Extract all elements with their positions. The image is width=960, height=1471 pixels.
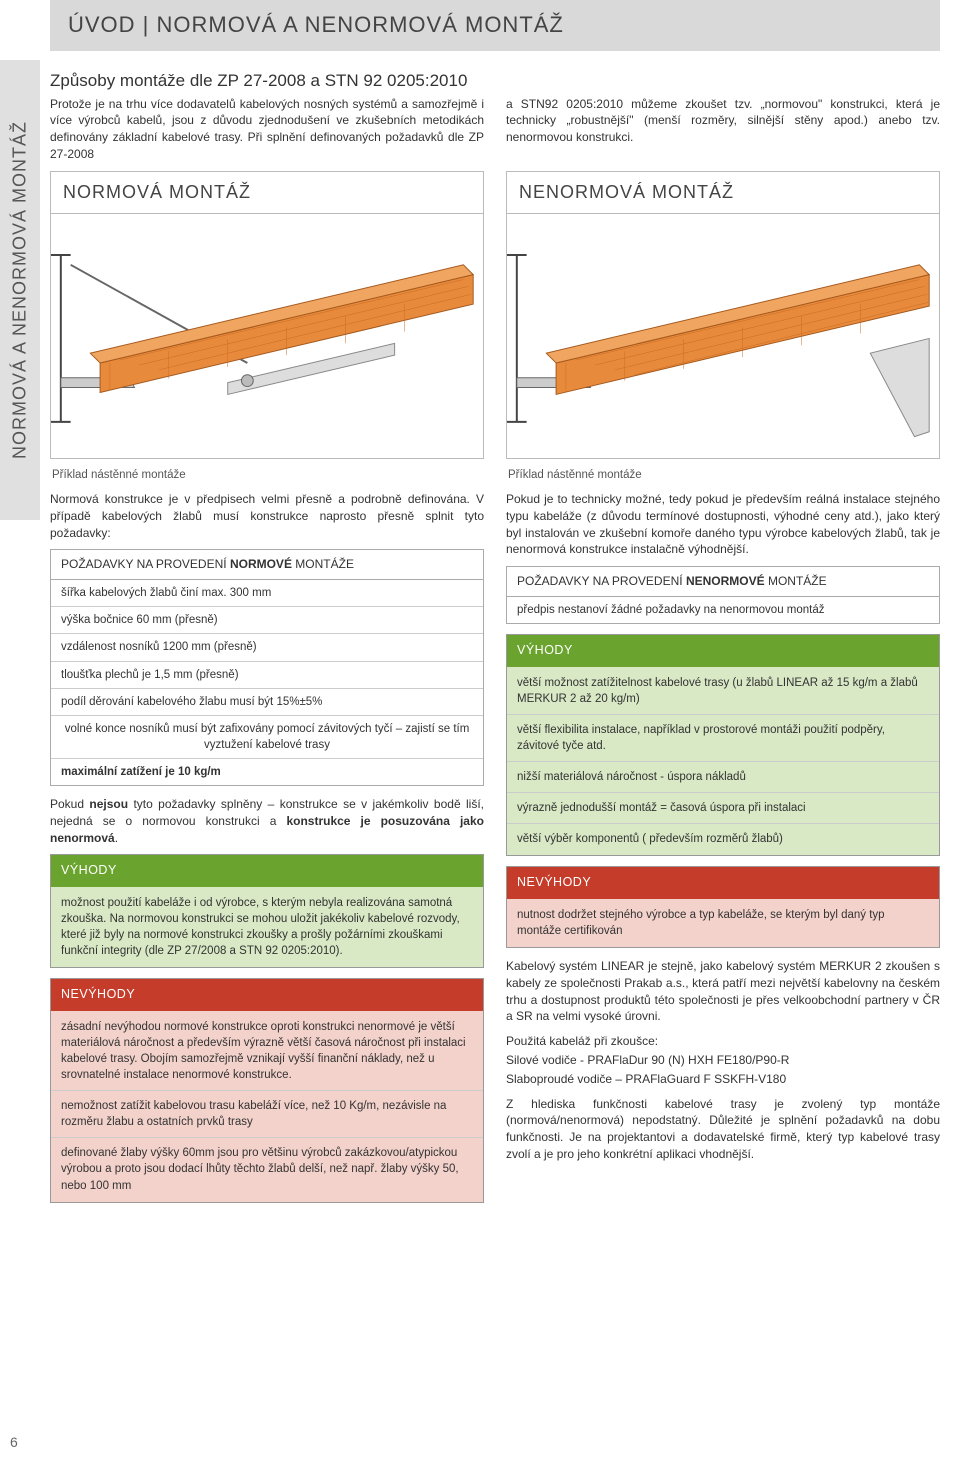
box-head: VÝHODY (507, 635, 939, 667)
box-row: větší výběr komponentů ( především rozmě… (517, 831, 929, 847)
table-row: výška bočnice 60 mm (přesně) (51, 607, 483, 634)
box-vyhody-left: VÝHODY možnost použití kabeláže i od výr… (50, 854, 484, 968)
box-body: možnost použití kabeláže i od výrobce, s… (51, 887, 483, 967)
table-row: tloušťka plechů je 1,5 mm (přesně) (51, 662, 483, 689)
page-title-bar: ÚVOD | NORMOVÁ A NENORMOVÁ MONTÁŽ (50, 0, 940, 51)
section-head-right: NENORMOVÁ MONTÁŽ (506, 171, 940, 214)
box-nevyhody-left: NEVÝHODY zásadní nevýhodou normové konst… (50, 978, 484, 1202)
intro-block: Způsoby montáže dle ZP 27-2008 a STN 92 … (50, 69, 940, 163)
table-row: vzdálenost nosníků 1200 mm (přesně) (51, 634, 483, 661)
intro-right: a STN92 0205:2010 můžeme zkoušet tzv. „n… (506, 96, 940, 163)
box-row: nižší materiálová náročnost - úspora nák… (517, 769, 929, 785)
box-head: VÝHODY (51, 855, 483, 887)
box-row: větší možnost zatížitelnost kabelové tra… (517, 675, 929, 707)
trailing-p5: Z hlediska funkčnosti kabelové trasy je … (506, 1096, 940, 1163)
page-title: ÚVOD | NORMOVÁ A NENORMOVÁ MONTÁŽ (68, 10, 922, 41)
table-row: maximální zatížení je 10 kg/m (51, 759, 483, 785)
left-p2: Pokud nejsou tyto požadavky splněny – ko… (50, 796, 484, 846)
caption-right: Příklad nástěnné montáže (508, 467, 938, 483)
table-row: podíl děrování kabelového žlabu musí být… (51, 689, 483, 716)
two-column-layout: NORMOVÁ MONTÁŽ (50, 171, 940, 1213)
box-nevyhody-right: NEVÝHODY nutnost dodržet stejného výrobc… (506, 866, 940, 948)
box-row: větší flexibilita instalace, například v… (517, 722, 929, 754)
illustration-nenormova (506, 214, 940, 459)
trailing-p1: Kabelový systém LINEAR je stejně, jako k… (506, 958, 940, 1025)
box-row: nemožnost zatížit kabelovou trasu kabelá… (61, 1098, 473, 1130)
intro-heading: Způsoby montáže dle ZP 27-2008 a STN 92 … (50, 69, 940, 93)
trailing-p4: Slaboproudé vodiče – PRAFlaGuard F SSKFH… (506, 1071, 940, 1088)
page: NORMOVÁ A NENORMOVÁ MONTÁŽ ÚVOD | NORMOV… (0, 0, 960, 1471)
box-body: zásadní nevýhodou normové konstrukce opr… (51, 1011, 483, 1202)
illustration-normova (50, 214, 484, 459)
box-head: NEVÝHODY (507, 867, 939, 899)
right-p1: Pokud je to technicky možné, tedy pokud … (506, 491, 940, 558)
trailing-p3: Silové vodiče - PRAFlaDur 90 (N) HXH FE1… (506, 1052, 940, 1069)
caption-left: Příklad nástěnné montáže (52, 467, 482, 483)
table-head: POŽADAVKY NA PROVEDENÍ NENORMOVÉ MONTÁŽE (507, 567, 939, 597)
tray-illustration-right (507, 214, 939, 458)
table-head: POŽADAVKY NA PROVEDENÍ NORMOVÉ MONTÁŽE (51, 550, 483, 580)
box-row: nutnost dodržet stejného výrobce a typ k… (517, 907, 929, 939)
box-row: výrazně jednodušší montáž = časová úspor… (517, 800, 929, 816)
box-body: nutnost dodržet stejného výrobce a typ k… (507, 899, 939, 947)
column-nenormova: NENORMOVÁ MONTÁŽ (506, 171, 940, 1213)
box-body: větší možnost zatížitelnost kabelové tra… (507, 667, 939, 856)
intro-left: Protože je na trhu více dodavatelů kabel… (50, 96, 484, 163)
box-row: definované žlaby výšky 60mm jsou pro vět… (61, 1145, 473, 1193)
side-tab: NORMOVÁ A NENORMOVÁ MONTÁŽ (0, 60, 40, 520)
table-row: volné konce nosníků musí být zafixovány … (51, 716, 483, 759)
content: ÚVOD | NORMOVÁ A NENORMOVÁ MONTÁŽ Způsob… (50, 0, 940, 1213)
table-row: předpis nestanoví žádné požadavky na nen… (507, 597, 939, 623)
trailing-p2: Použitá kabeláž při zkoušce: (506, 1033, 940, 1050)
box-head: NEVÝHODY (51, 979, 483, 1011)
table-normove-pozadavky: POŽADAVKY NA PROVEDENÍ NORMOVÉ MONTÁŽE š… (50, 549, 484, 786)
table-nenormove-pozadavky: POŽADAVKY NA PROVEDENÍ NENORMOVÉ MONTÁŽE… (506, 566, 940, 624)
table-row: šířka kabelových žlabů činí max. 300 mm (51, 580, 483, 607)
box-vyhody-right: VÝHODY větší možnost zatížitelnost kabel… (506, 634, 940, 856)
section-head-left: NORMOVÁ MONTÁŽ (50, 171, 484, 214)
box-row: zásadní nevýhodou normové konstrukce opr… (61, 1019, 473, 1083)
column-normova: NORMOVÁ MONTÁŽ (50, 171, 484, 1213)
page-number: 6 (10, 1433, 18, 1453)
side-tab-label: NORMOVÁ A NENORMOVÁ MONTÁŽ (7, 121, 32, 459)
tray-illustration-left (51, 214, 483, 458)
left-p1: Normová konstrukce je v předpisech velmi… (50, 491, 484, 541)
